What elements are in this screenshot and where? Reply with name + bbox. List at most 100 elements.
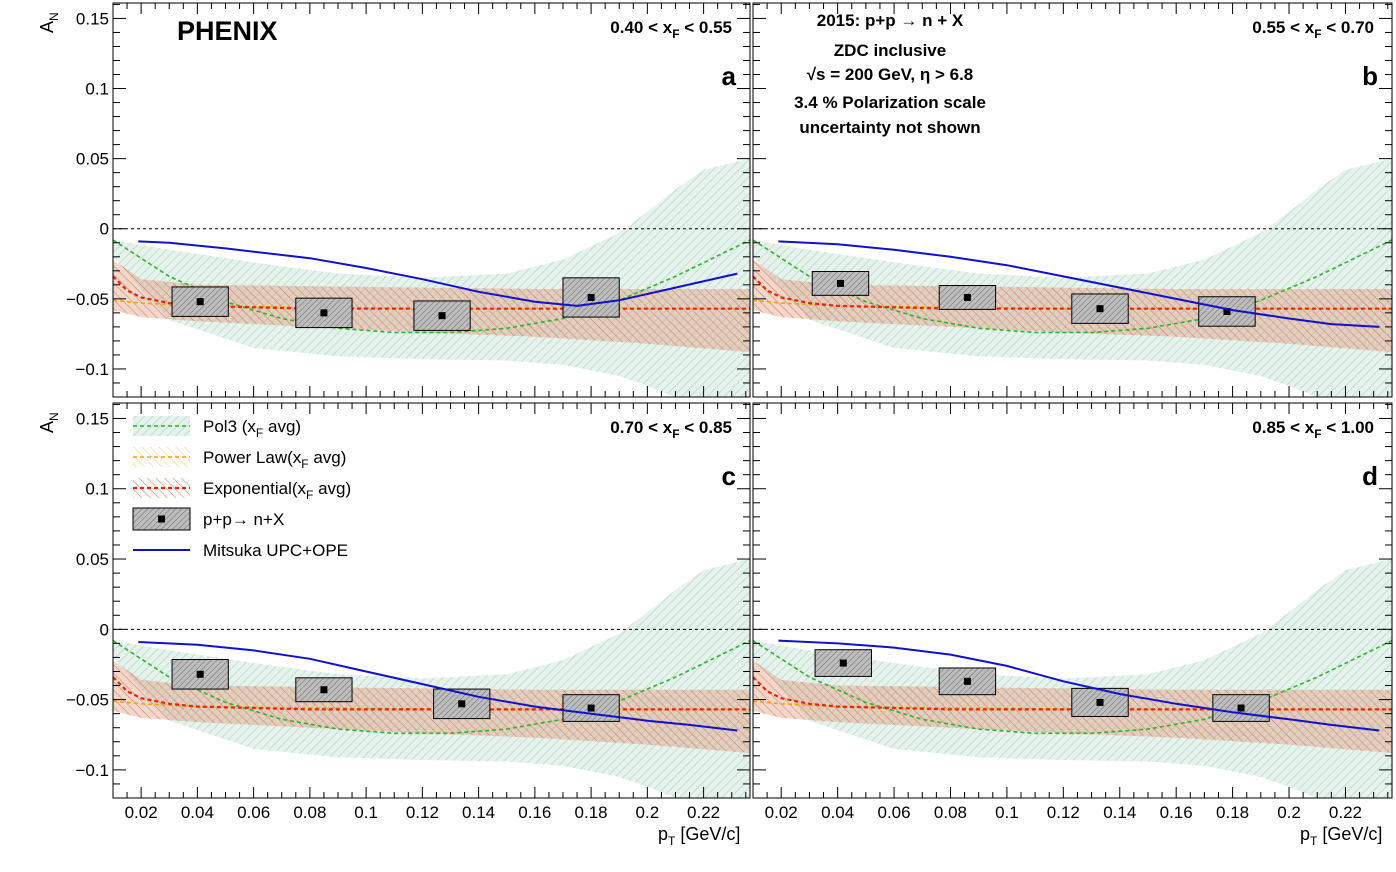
mitsuka-model-curve (138, 240, 738, 307)
process-title: 2015: p+p → n + X (817, 11, 964, 30)
legend-entry-exp: Exponential(xF avg) (133, 478, 351, 502)
exponential-fit-curve (753, 275, 1392, 310)
legend-label: Pol3 (xF avg) (203, 417, 301, 440)
y-axis-label-text: AN (37, 12, 61, 33)
x-tick-label: 0.22 (687, 803, 720, 822)
legend-entry-power: Power Law(xF avg) (133, 447, 346, 471)
legend: Pol3 (xF avg) Power Law(xF avg) Exponentia… (132, 416, 351, 560)
y-tick-label: 0.15 (76, 9, 109, 28)
x-tick-label: 0.12 (1047, 803, 1080, 822)
annotation-zdc: ZDC inclusive (834, 41, 946, 60)
x-tick-label: 0.16 (1160, 803, 1193, 822)
panel-b-plot-area (753, 158, 1392, 397)
x-tick-label: 0.2 (636, 803, 660, 822)
x-tick-label: 0.18 (575, 803, 608, 822)
data-point (587, 704, 595, 712)
data-point (320, 309, 328, 317)
y-axis-label: AN (37, 412, 61, 433)
y-axis-label-text: AN (37, 412, 61, 433)
mitsuka-model-curve (138, 641, 738, 732)
x-tick-label: 0.22 (1329, 803, 1362, 822)
x-tick-label: 0.04 (821, 803, 854, 822)
data-point (196, 670, 204, 678)
data-point (458, 700, 466, 708)
mitsuka-model-curve (778, 240, 1380, 328)
data-point (1096, 305, 1104, 313)
exponential-fit-curve (113, 676, 750, 711)
annotation-uncertainty: uncertainty not shown (799, 118, 980, 137)
y-tick-label: 0.05 (76, 150, 109, 169)
x-tick-label: 0.14 (1103, 803, 1136, 822)
legend-entry-pol3: Pol3 (xF avg) (133, 416, 301, 440)
annotation-energy: √s = 200 GeV, η > 6.8 (807, 65, 974, 84)
panel-c-plot-area (113, 559, 750, 798)
data-point (438, 312, 446, 320)
x-tick-label: 0.06 (878, 803, 911, 822)
panel-frame (752, 402, 1393, 799)
x-tick-label: 0.14 (462, 803, 495, 822)
x-tick-label: 0.08 (934, 803, 967, 822)
legend-entry-data: p+p→ n+X (132, 507, 284, 531)
panel-range-label: 0.40 < xF < 0.55 (610, 18, 732, 41)
pol3-fit-curve (753, 239, 1392, 334)
pol3-fit-curve (753, 639, 1392, 735)
panel-frame (112, 402, 751, 799)
legend-label: Mitsuka UPC+OPE (203, 541, 348, 560)
panel-c: 0.15 0.1 0.05 0 −0.05 −0.1 AN 0.02 0.04 0.06 0.08 0… (37, 402, 751, 848)
y-tick-label: 0 (100, 220, 109, 239)
data-point (196, 298, 204, 306)
panels-layer: 0.15 0.1 0.05 0 −0.05 −0.1 AN 0.40 < xF < 0.55 a… (37, 2, 1393, 848)
y-axis-label: AN (37, 12, 61, 33)
data-point (963, 677, 971, 685)
y-tick-label: −0.05 (66, 691, 109, 710)
x-tick-label: 0.12 (406, 803, 439, 822)
exponential-uncertainty-hatch (113, 660, 750, 753)
panel-a: 0.15 0.1 0.05 0 −0.05 −0.1 AN 0.40 < xF < 0.55 a (37, 2, 751, 398)
x-tick-label: 0.02 (125, 803, 158, 822)
data-point (963, 293, 971, 301)
data-point (587, 293, 595, 301)
panel-a-plot-area (113, 158, 750, 397)
overlay-layer: PHENIX 2015: p+p → n + X ZDC inclusive √… (177, 11, 986, 137)
x-axis-label: pT [GeV/c] (658, 824, 740, 848)
panel-d-plot-area (753, 559, 1392, 798)
legend-label: Exponential(xF avg) (203, 479, 351, 502)
experiment-label: PHENIX (177, 16, 278, 46)
x-tick-label: 0.16 (518, 803, 551, 822)
panel-b: 0.55 < xF < 0.70 b (752, 2, 1393, 398)
annotation-polarization: 3.4 % Polarization scale (794, 93, 986, 112)
x-tick-label: 0.18 (1216, 803, 1249, 822)
x-tick-label: 0.1 (995, 803, 1019, 822)
y-tick-label: 0.1 (85, 480, 109, 499)
panel-range-label: 0.55 < xF < 0.70 (1252, 18, 1374, 41)
panel-d: 0.02 0.04 0.06 0.08 0.1 0.12 0.14 0.16 0.18 0.2 0.… (752, 402, 1393, 848)
y-tick-label: −0.1 (75, 761, 109, 780)
exponential-fit-curve (113, 275, 750, 310)
panel-letter: c (722, 461, 736, 491)
mitsuka-model-curve (778, 639, 1380, 732)
legend-label: p+p→ n+X (203, 510, 284, 529)
y-tick-label: −0.05 (66, 290, 109, 309)
y-tick-label: 0.15 (76, 409, 109, 428)
y-tick-label: 0.05 (76, 550, 109, 569)
pol3-fit-curve (113, 239, 750, 334)
data-point (839, 659, 847, 667)
panel-frame (752, 2, 1393, 398)
panel-frame (112, 2, 751, 398)
data-point (320, 686, 328, 694)
legend-label: Power Law(xF avg) (203, 448, 346, 471)
legend-entry-model: Mitsuka UPC+OPE (133, 541, 348, 560)
x-tick-label: 0.08 (293, 803, 326, 822)
panel-range-label: 0.70 < xF < 0.85 (610, 418, 732, 441)
x-tick-label: 0.02 (765, 803, 798, 822)
panel-letter: b (1362, 61, 1378, 91)
x-tick-label: 0.06 (237, 803, 270, 822)
y-tick-label: −0.1 (75, 360, 109, 379)
panel-letter: a (722, 61, 737, 91)
power-law-fit-curve (753, 700, 1392, 711)
y-tick-label: 0 (100, 620, 109, 639)
data-point (1237, 704, 1245, 712)
data-point (1223, 307, 1231, 315)
x-tick-label: 0.1 (354, 803, 378, 822)
